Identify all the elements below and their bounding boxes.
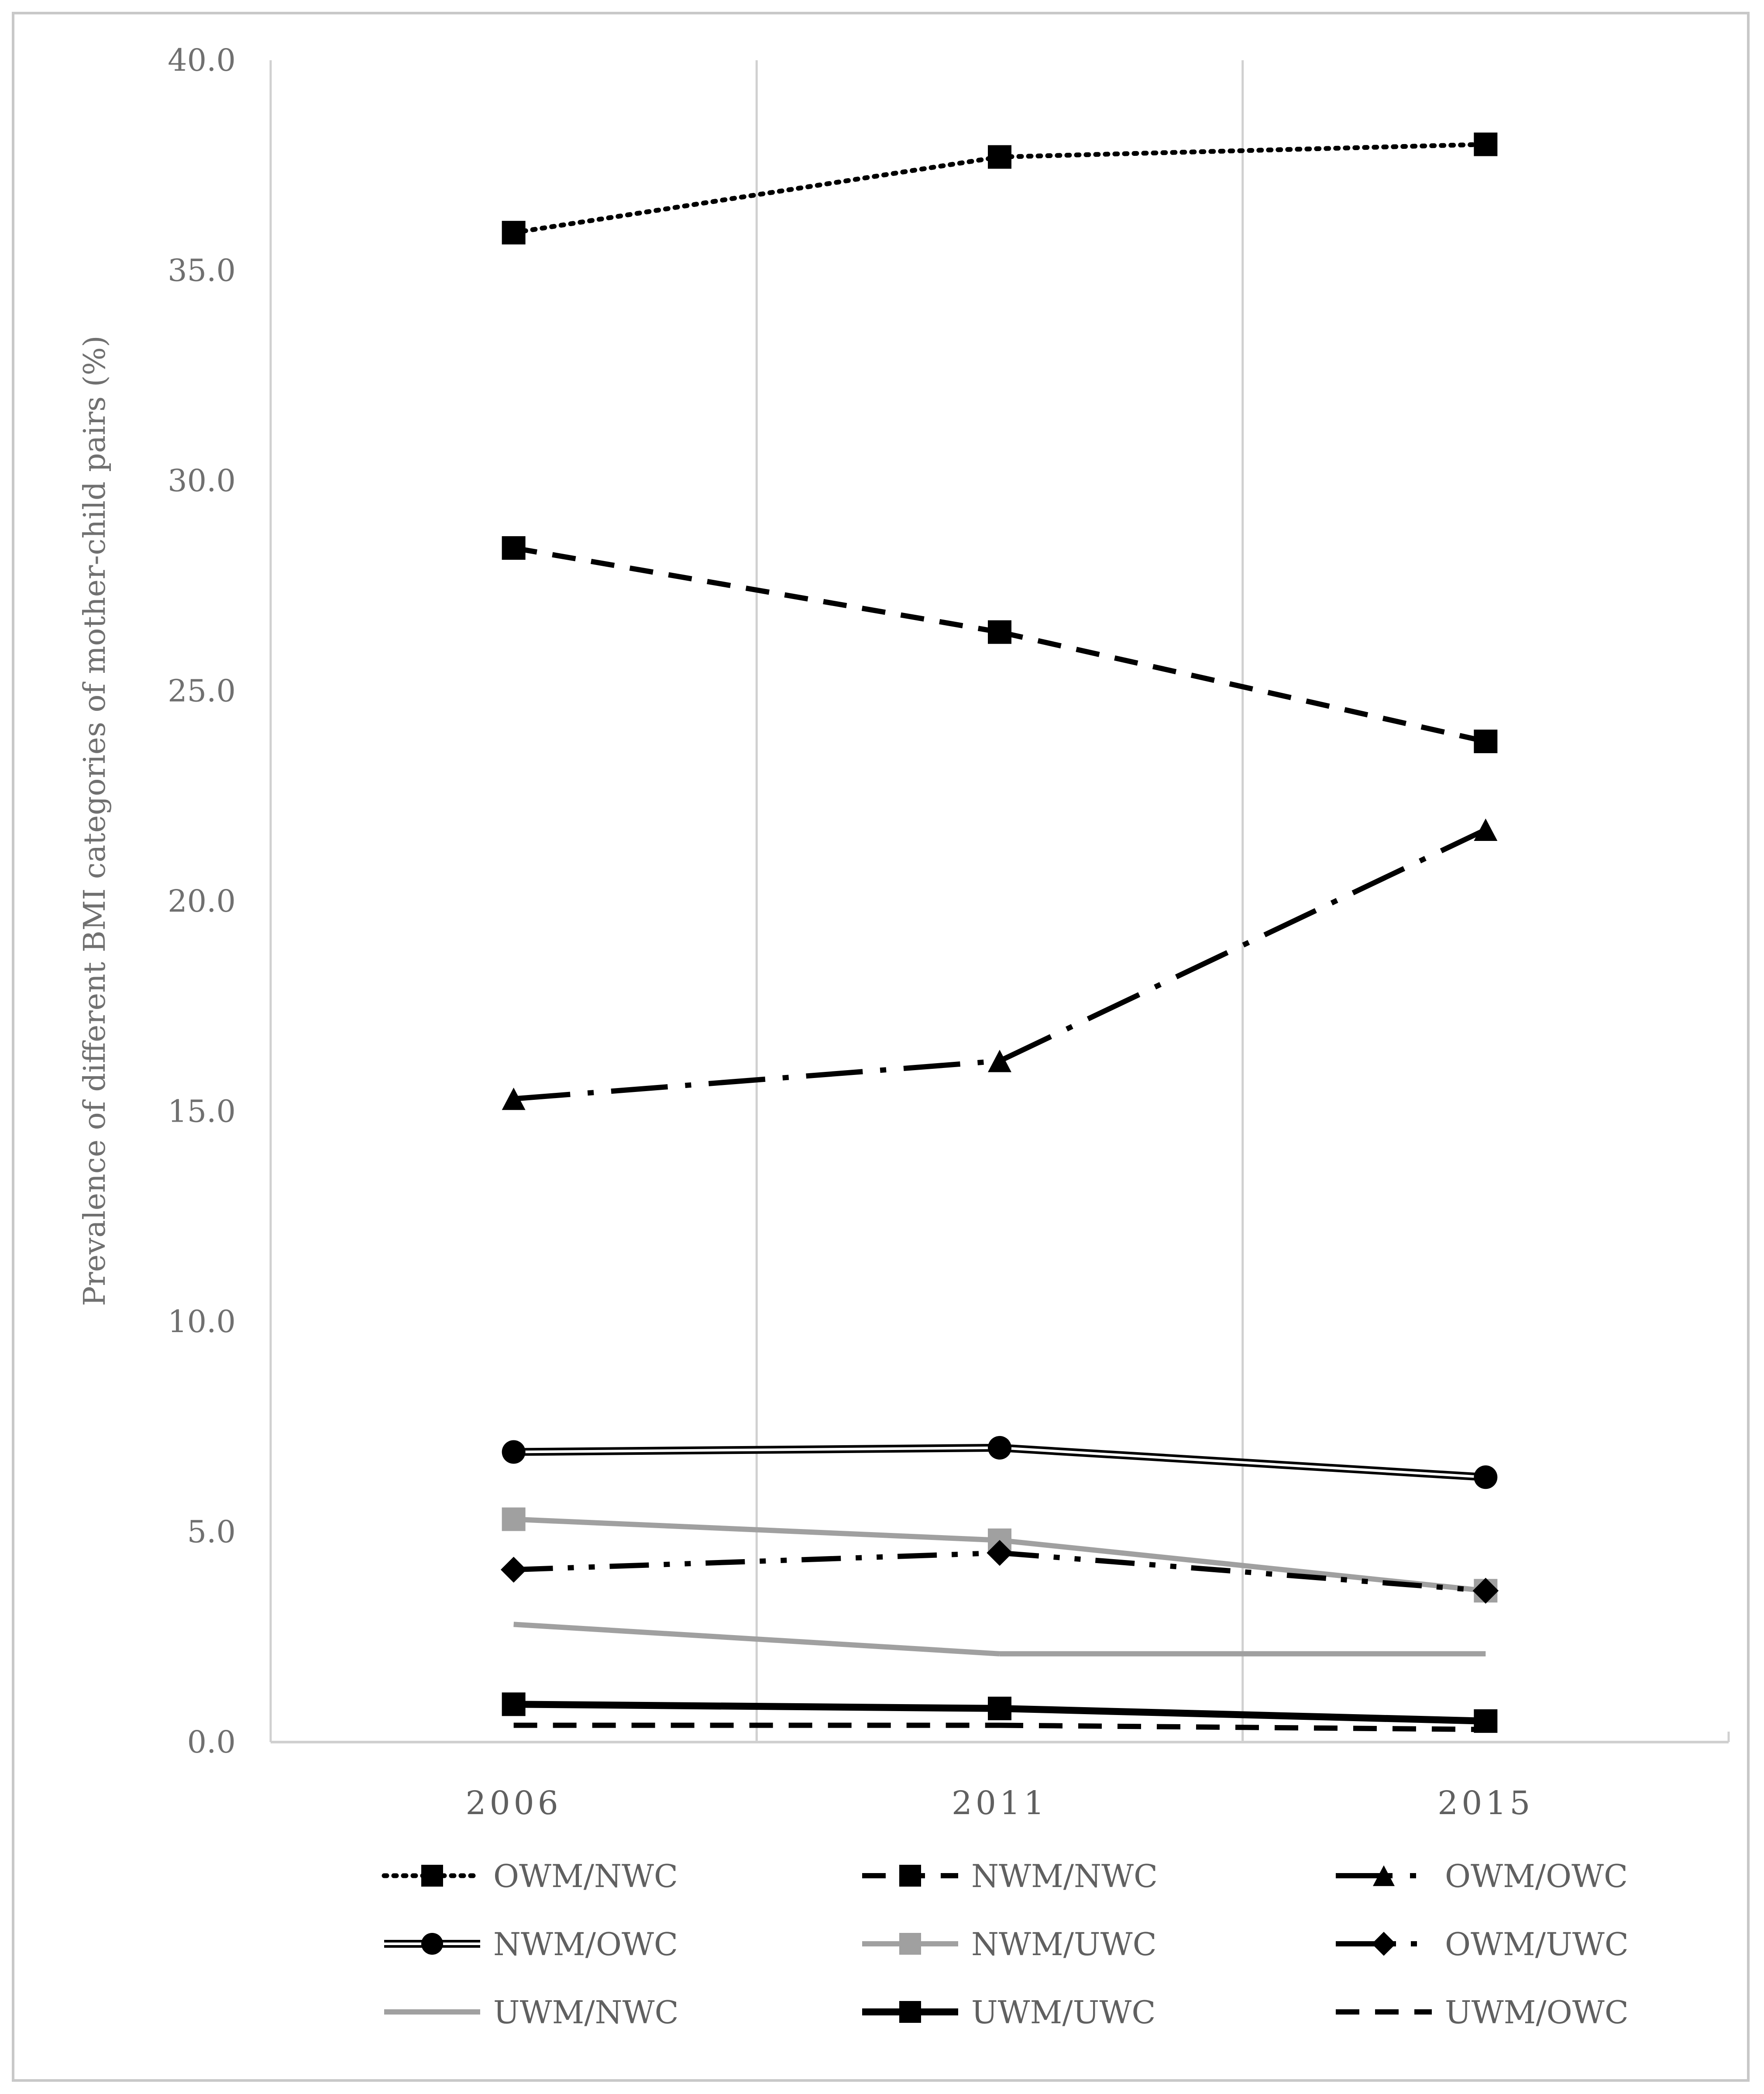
series-line-segment — [513, 1058, 1000, 1102]
series-line-segment — [513, 1516, 1000, 1543]
legend-entry: NWM/OWC — [384, 1926, 678, 1963]
data-point-marker — [502, 536, 526, 560]
y-tick-label: 40.0 — [168, 42, 236, 78]
series-uwm-owc — [513, 1722, 1486, 1732]
data-point-marker — [502, 1692, 526, 1716]
data-point-marker — [502, 220, 526, 245]
legend-label: UWM/NWC — [493, 1994, 679, 2031]
legend-entry: OWM/NWC — [382, 1858, 678, 1894]
data-point-marker — [1474, 818, 1498, 841]
data-point-marker — [988, 1050, 1011, 1072]
legend-label: OWM/OWC — [1445, 1858, 1628, 1894]
data-point-marker — [1474, 132, 1498, 156]
legend-label: UWM/OWC — [1445, 1994, 1629, 2031]
y-tick-label: 10.0 — [168, 1304, 236, 1340]
series-line-segment-inner — [999, 1446, 1486, 1479]
x-tick-label: 2015 — [1437, 1784, 1534, 1822]
series-uwm-uwc — [502, 1692, 1498, 1733]
data-point-marker — [988, 620, 1011, 644]
y-axis-tick-labels: 0.0 5.0 10.0 15.0 20.0 25.0 30.0 35.0 40.0 — [168, 42, 236, 1760]
y-tick-label: 25.0 — [168, 673, 236, 709]
data-point-marker — [1474, 730, 1498, 754]
x-tick-label: 2011 — [952, 1784, 1048, 1822]
legend-marker — [421, 1933, 443, 1955]
legend-label: NWM/UWC — [971, 1926, 1157, 1963]
series-line-segment — [999, 1722, 1486, 1732]
y-tick-label: 5.0 — [187, 1514, 236, 1550]
data-point-marker — [988, 145, 1011, 169]
series-nwm-nwc — [502, 536, 1498, 754]
series-line-segment — [999, 1550, 1486, 1594]
legend-entry: NWM/UWC — [862, 1926, 1157, 1963]
outer-border — [12, 12, 1750, 2082]
legend-label: OWM/NWC — [493, 1858, 678, 1894]
data-point-marker — [502, 1507, 526, 1531]
data-point-marker — [502, 1087, 526, 1110]
data-point-marker — [987, 1540, 1013, 1566]
x-tick-label: 2006 — [466, 1784, 562, 1822]
series-line-segment — [513, 1622, 1000, 1657]
legend-marker — [899, 2001, 921, 2023]
series-owm-nwc — [502, 132, 1498, 245]
y-tick-label: 15.0 — [168, 1094, 236, 1130]
data-point-marker — [1472, 1577, 1499, 1604]
legend-entry: UWM/UWC — [862, 1994, 1155, 2031]
legend-label: UWM/UWC — [971, 1994, 1155, 2031]
legend-entry: NWM/NWC — [862, 1858, 1158, 1894]
data-point-marker — [1474, 1465, 1498, 1489]
y-tick-label: 20.0 — [168, 883, 236, 919]
legend-label: NWM/OWC — [493, 1926, 678, 1963]
series-line-segment — [513, 1550, 1000, 1573]
data-point-marker — [500, 1557, 527, 1583]
y-tick-label: 0.0 — [187, 1724, 236, 1760]
legend-entry: OWM/OWC — [1336, 1858, 1628, 1894]
legend-marker — [421, 1865, 443, 1887]
series-line-segment-inner — [513, 1446, 1000, 1453]
legend-marker — [899, 1933, 921, 1955]
y-axis-label: Prevalence of different BMI categories o… — [78, 336, 112, 1306]
series-line-segment — [513, 545, 1001, 635]
data-point-marker — [502, 1440, 526, 1464]
series-uwm-nwc — [513, 1622, 1486, 1657]
y-tick-label: 35.0 — [168, 253, 236, 289]
legend-marker — [899, 1865, 921, 1887]
legend: OWM/NWC NWM/NWC OWM/OWC NWM/OWC NWM/UWC OWM/U… — [382, 1858, 1629, 2031]
series-owm-uwc — [500, 1540, 1499, 1604]
series-line-segment — [997, 142, 1488, 159]
series-owm-owc — [502, 818, 1498, 1110]
series-lines — [500, 132, 1499, 1733]
y-tick-label: 30.0 — [168, 463, 236, 499]
series-line-segment — [513, 1701, 1000, 1712]
legend-label: OWM/UWC — [1445, 1926, 1629, 1963]
data-point-marker — [988, 1436, 1011, 1460]
legend-entry: OWM/UWC — [1336, 1926, 1629, 1963]
legend-marker — [1373, 1865, 1395, 1886]
legend-entry: UWM/NWC — [384, 1994, 679, 2031]
data-point-marker — [988, 1696, 1011, 1720]
legend-label: NWM/NWC — [971, 1858, 1158, 1894]
legend-marker — [1372, 1932, 1396, 1956]
series-nwm-owc — [502, 1436, 1498, 1489]
axes — [269, 60, 1730, 1743]
series-line-segment — [999, 629, 1486, 744]
x-axis-tick-labels: 2006 2011 2015 — [466, 1784, 1534, 1822]
legend-entry: UWM/OWC — [1336, 1994, 1629, 2031]
series-line-segment — [999, 1705, 1486, 1725]
